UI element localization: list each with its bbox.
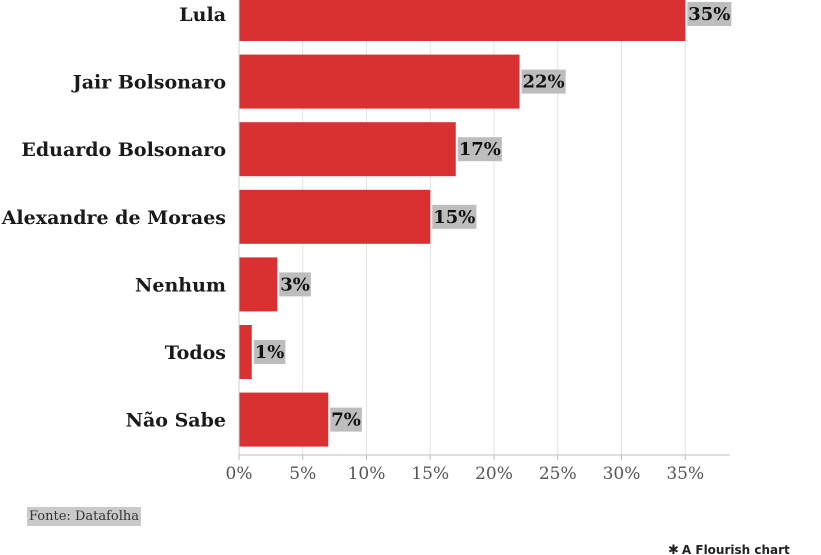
value-label-bg-5 bbox=[253, 340, 286, 364]
value-label-bg-4 bbox=[279, 272, 311, 297]
x-tick-label-20: 20% bbox=[475, 464, 513, 484]
category-label-5: Todos bbox=[165, 342, 226, 364]
value-label-bg-1 bbox=[521, 69, 566, 94]
category-label-3: Alexandre de Moraes bbox=[1, 207, 226, 229]
value-label-6: 7% bbox=[331, 410, 361, 431]
bar-chart: 35% 22% 17% 15% 3% 1% 7% Lula Jair Bolsonaro Edu… bbox=[1, 0, 732, 484]
value-label-2: 17% bbox=[459, 139, 501, 160]
category-label-1: Jair Bolsonaro bbox=[71, 72, 226, 94]
value-label-5: 1% bbox=[255, 342, 285, 363]
credit-text: A Flourish chart bbox=[681, 543, 790, 555]
x-tick-label-0: 0% bbox=[226, 464, 253, 484]
bar-0[interactable] bbox=[239, 0, 686, 41]
x-tick-label-35: 35% bbox=[666, 464, 704, 484]
category-label-0: Lula bbox=[179, 4, 226, 26]
x-tick-label-15: 15% bbox=[411, 464, 449, 484]
category-label-2: Eduardo Bolsonaro bbox=[21, 139, 226, 161]
value-label-1: 22% bbox=[523, 72, 565, 93]
value-label-0: 35% bbox=[688, 4, 730, 25]
value-label-bg-2 bbox=[457, 137, 502, 162]
value-labels: 35% 22% 17% 15% 3% 1% 7% bbox=[253, 2, 732, 432]
bar-3[interactable] bbox=[239, 189, 431, 244]
bar-2[interactable] bbox=[239, 122, 456, 177]
bar-4[interactable] bbox=[239, 257, 278, 312]
category-label-4: Nenhum bbox=[135, 274, 226, 296]
category-labels: Lula Jair Bolsonaro Eduardo Bolsonaro Alexa… bbox=[1, 4, 226, 432]
bar-5[interactable] bbox=[239, 325, 252, 379]
value-label-4: 3% bbox=[280, 274, 310, 295]
x-axis: 0% 5% 10% 15% 20% 25% 30% 35% bbox=[226, 0, 730, 484]
flourish-credit[interactable]: ✱ A Flourish chart bbox=[668, 542, 818, 555]
source-note: Fonte: Datafolha bbox=[27, 507, 142, 526]
x-tick-label-10: 10% bbox=[348, 464, 386, 484]
bar-1[interactable] bbox=[239, 54, 520, 109]
value-label-bg-3 bbox=[432, 204, 477, 229]
category-label-6: Não Sabe bbox=[126, 410, 226, 432]
asterisk-icon: ✱ bbox=[668, 543, 679, 555]
x-tick-label-30: 30% bbox=[603, 464, 641, 484]
x-tick-label-25: 25% bbox=[539, 464, 577, 484]
value-label-bg-0 bbox=[687, 2, 732, 26]
x-tick-label-5: 5% bbox=[289, 464, 316, 484]
bar-6[interactable] bbox=[239, 392, 329, 447]
bars bbox=[239, 0, 686, 447]
value-label-3: 15% bbox=[433, 207, 475, 228]
value-label-bg-6 bbox=[330, 407, 362, 432]
